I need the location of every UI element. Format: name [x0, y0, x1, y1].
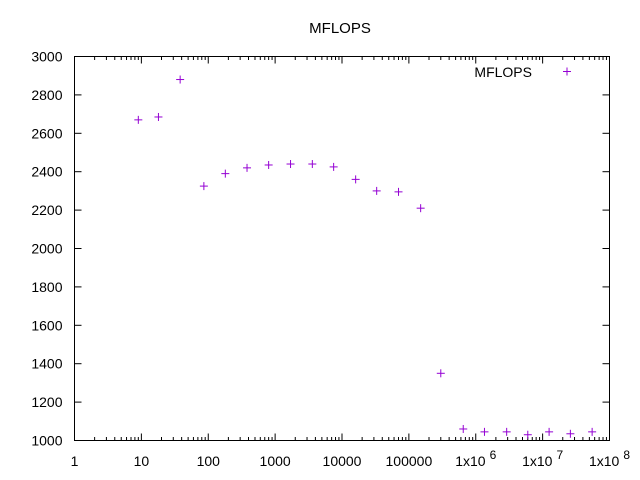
x-tick-label: 1x10 8 [589, 448, 630, 469]
y-tick-label: 1800 [31, 279, 62, 295]
y-tick-label: 2600 [31, 125, 62, 141]
x-tick-label: 100 [197, 453, 221, 469]
data-point [502, 427, 511, 436]
data-point [372, 186, 381, 195]
data-point [480, 427, 489, 436]
data-point [436, 369, 445, 378]
plot-area-border [74, 56, 610, 441]
data-point [154, 112, 163, 121]
data-point [176, 75, 185, 84]
x-tick-exponent: 7 [556, 448, 563, 462]
x-tick-mantissa: 1x10 [522, 453, 553, 469]
legend-plus-marker [563, 67, 571, 76]
x-tick-label: 1x10 7 [522, 448, 563, 469]
data-point [351, 175, 360, 184]
x-tick-exponent: 8 [623, 448, 630, 462]
x-tick-label: 1x10 6 [455, 448, 496, 469]
data-points [134, 75, 597, 439]
data-point [523, 430, 532, 439]
data-point [243, 163, 252, 172]
data-point [416, 204, 425, 213]
x-tick-mantissa: 1x10 [455, 453, 486, 469]
x-tick-exponent: 6 [490, 448, 497, 462]
x-tick-label: 10 [134, 453, 150, 469]
x-tick-label: 1000 [260, 453, 291, 469]
legend-label: MFLOPS [474, 64, 532, 80]
x-tick-label: 10000 [323, 453, 362, 469]
y-tick-label: 2200 [31, 202, 62, 218]
y-tick-label: 2800 [31, 87, 62, 103]
y-tick-label: 1400 [31, 356, 62, 372]
data-point [221, 169, 230, 178]
data-point [134, 115, 143, 124]
y-tick-label: 2400 [31, 164, 62, 180]
y-tick-label: 1000 [31, 433, 62, 449]
data-point [566, 429, 575, 438]
data-point [308, 160, 317, 169]
data-point [394, 187, 403, 196]
data-point [329, 162, 338, 171]
chart-title: MFLOPS [309, 20, 371, 37]
y-tick-label: 1200 [31, 394, 62, 410]
data-point [286, 160, 295, 169]
axis-ticks: 1000 1200 1400 1600 1800 2000 2200 2400 2600 2800… [31, 49, 630, 470]
x-tick-label: 1 [71, 453, 79, 469]
x-tick-mantissa: 1x10 [589, 453, 620, 469]
data-point [264, 160, 273, 169]
y-tick-label: 1600 [31, 317, 62, 333]
y-tick-label: 3000 [31, 49, 62, 65]
x-tick-label: 100000 [386, 453, 433, 469]
legend: MFLOPS [474, 64, 571, 80]
y-tick-label: 2000 [31, 241, 62, 257]
legend-marker [563, 67, 571, 76]
data-point [199, 182, 208, 191]
data-point [588, 427, 597, 436]
data-point [545, 427, 554, 436]
data-point [459, 424, 468, 433]
